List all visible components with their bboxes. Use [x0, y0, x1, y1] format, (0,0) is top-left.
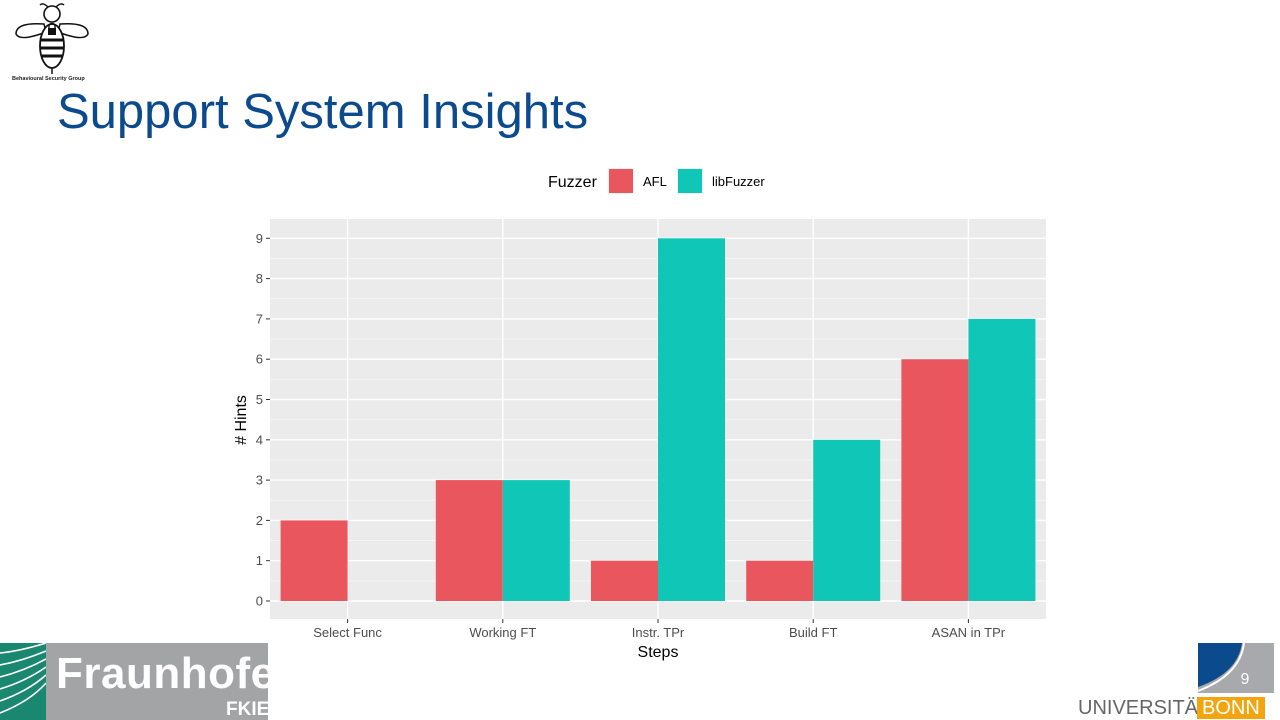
y-tick-label: 1 — [256, 553, 263, 568]
bar-libfuzzer — [968, 318, 1036, 601]
bee-logo-icon — [15, 3, 89, 74]
y-tick-label: 8 — [256, 271, 263, 286]
x-tick-label: Working FT — [469, 625, 536, 640]
page-title: Support System Insights — [57, 85, 589, 139]
x-tick-label: Instr. TPr — [632, 625, 685, 640]
y-tick-label: 7 — [256, 311, 263, 326]
y-tick-label: 4 — [256, 432, 263, 447]
x-axis-title: Steps — [638, 644, 679, 661]
y-tick-label: 3 — [256, 473, 263, 488]
y-tick-label: 2 — [256, 513, 263, 528]
bar-afl — [591, 560, 658, 601]
y-tick-label: 6 — [256, 352, 263, 367]
university-text: UNIVERSITÄT — [1078, 697, 1211, 719]
x-tick-label: Build FT — [789, 625, 837, 640]
bar-libfuzzer — [813, 439, 881, 601]
logo-caption: Behavioural Security Group — [12, 76, 85, 82]
y-tick-label: 5 — [256, 392, 263, 407]
legend-label: libFuzzer — [712, 174, 765, 189]
legend-label: AFL — [643, 174, 667, 189]
fraunhofer-stripes-icon — [0, 643, 47, 720]
x-axis: Select Func Working FT Instr. TPr Build FT A… — [313, 619, 1006, 640]
y-axis-title: # Hints — [233, 395, 250, 445]
x-tick-label: ASAN in TPr — [932, 625, 1006, 640]
university-logo-icon — [1198, 643, 1274, 693]
legend-title: Fuzzer — [548, 174, 598, 191]
bars — [280, 238, 1036, 602]
bar-afl — [901, 359, 969, 601]
bar-libfuzzer — [502, 480, 570, 601]
legend-swatch-libfuzzer — [678, 169, 702, 193]
bar-libfuzzer — [658, 238, 725, 602]
page-number: 9 — [1240, 671, 1250, 688]
bar-afl — [280, 520, 348, 601]
bar-afl — [435, 480, 503, 601]
x-tick-label: Select Func — [313, 625, 382, 640]
fraunhofer-logo: Fraunhofer FKIE — [0, 643, 268, 720]
y-tick-label: 0 — [256, 594, 263, 609]
y-tick-label: 9 — [256, 231, 263, 246]
fraunhofer-institute: FKIE — [226, 699, 268, 720]
university-city: BONN — [1197, 697, 1265, 719]
legend: Fuzzer AFL libFuzzer — [548, 168, 765, 194]
fraunhofer-name: Fraunhofer — [56, 649, 268, 698]
legend-swatch-afl — [609, 169, 633, 193]
bar-afl — [746, 560, 814, 601]
y-axis: 0 1 2 3 4 5 6 7 8 9 — [256, 231, 270, 609]
